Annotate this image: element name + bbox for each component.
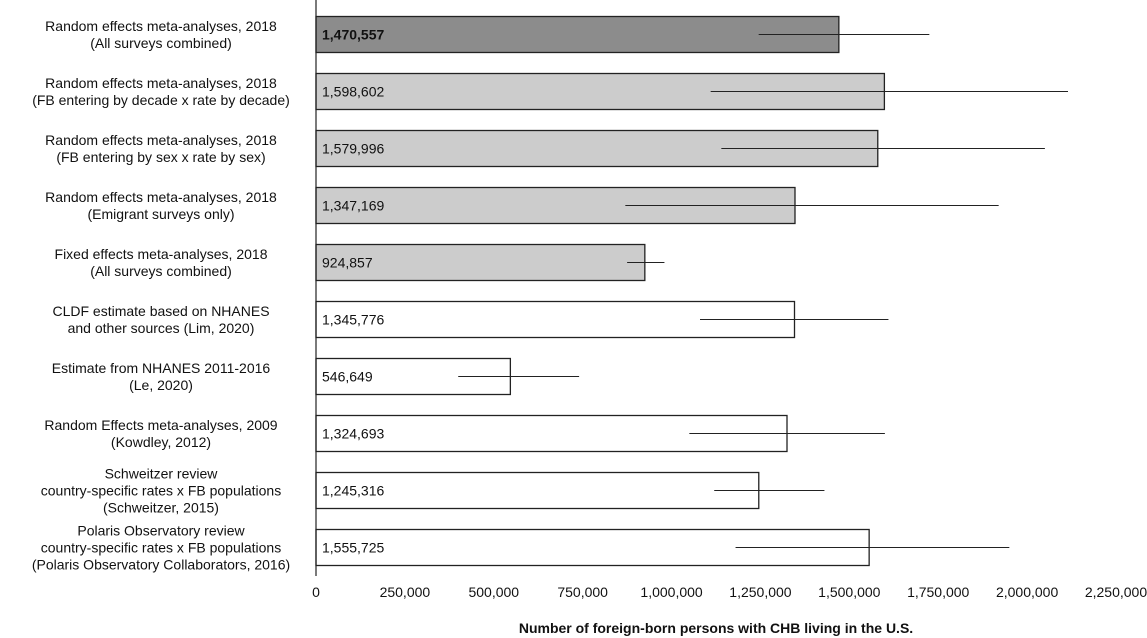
x-axis-ticks: 0 250,000 500,000 750,000 1,000,000 1,250,000… (312, 584, 1147, 600)
category-label-line: Schweitzer review (105, 466, 219, 482)
category-label-line: (FB entering by decade x rate by decade) (32, 92, 290, 108)
bar-1 (315, 15, 840, 54)
category-label-2: Random effects meta-analyses, 2018 (FB en… (32, 75, 290, 108)
value-label-10: 1,555,725 (322, 540, 384, 556)
category-label-line: Random effects meta-analyses, 2018 (45, 132, 277, 148)
category-label-line: (All surveys combined) (90, 35, 232, 51)
x-tick-label: 1,500,000 (818, 584, 880, 600)
category-label-line: (Schweitzer, 2015) (103, 500, 219, 516)
category-label-line: (Polaris Observatory Collaborators, 2016… (32, 557, 290, 573)
x-tick-label: 2,000,000 (996, 584, 1058, 600)
category-label-line: Random effects meta-analyses, 2018 (45, 189, 277, 205)
category-label-line: (Kowdley, 2012) (111, 434, 211, 450)
category-label-line: Estimate from NHANES 2011-2016 (52, 360, 271, 376)
category-label-line: and other sources (Lim, 2020) (68, 320, 255, 336)
category-labels: Random effects meta-analyses, 2018 (All s… (32, 18, 290, 573)
bar-9 (315, 471, 760, 510)
x-tick-label: 250,000 (380, 584, 431, 600)
category-label-line: Fixed effects meta-analyses, 2018 (55, 246, 268, 262)
value-label-4: 1,347,169 (322, 198, 384, 214)
category-label-line: Polaris Observatory review (77, 523, 245, 539)
category-label-line: (Le, 2020) (129, 377, 193, 393)
x-tick-label: 1,750,000 (907, 584, 969, 600)
category-label-4: Random effects meta-analyses, 2018 (Emigr… (45, 189, 277, 222)
category-label-line: Random Effects meta-analyses, 2009 (44, 417, 277, 433)
category-label-10: Polaris Observatory review country-specif… (32, 523, 290, 573)
category-label-9: Schweitzer review country-specific rates … (41, 466, 281, 516)
value-label-8: 1,324,693 (322, 426, 384, 442)
x-tick-label: 750,000 (557, 584, 608, 600)
category-label-line: country-specific rates x FB populations (41, 483, 281, 499)
value-label-7: 546,649 (322, 369, 373, 385)
x-tick-label: 1,250,000 (729, 584, 791, 600)
value-label-3: 1,579,996 (322, 141, 384, 157)
category-label-7: Estimate from NHANES 2011-2016 (Le, 2020) (52, 360, 271, 393)
value-label-1: 1,470,557 (322, 27, 384, 43)
category-label-line: (Emigrant surveys only) (87, 206, 234, 222)
category-label-line: country-specific rates x FB populations (41, 540, 281, 556)
value-label-6: 1,345,776 (322, 312, 384, 328)
x-axis-title: Number of foreign-born persons with CHB … (519, 620, 913, 636)
value-label-9: 1,245,316 (322, 483, 384, 499)
category-label-1: Random effects meta-analyses, 2018 (All s… (45, 18, 277, 51)
category-label-line: (All surveys combined) (90, 263, 232, 279)
x-tick-label: 0 (312, 584, 320, 600)
category-label-line: Random effects meta-analyses, 2018 (45, 75, 277, 91)
bars-layer: 1,470,557 1,598,602 1,579,996 1,347,169 924,… (315, 15, 1068, 567)
value-label-5: 924,857 (322, 255, 373, 271)
x-tick-label: 2,250,000 (1085, 584, 1147, 600)
category-label-line: Random effects meta-analyses, 2018 (45, 18, 277, 34)
category-label-line: (FB entering by sex x rate by sex) (56, 149, 265, 165)
category-label-3: Random effects meta-analyses, 2018 (FB en… (45, 132, 277, 165)
category-label-6: CLDF estimate based on NHANES and other s… (52, 303, 269, 336)
category-label-line: CLDF estimate based on NHANES (52, 303, 269, 319)
category-label-8: Random Effects meta-analyses, 2009 (Kowdl… (44, 417, 277, 450)
x-tick-label: 1,000,000 (640, 584, 702, 600)
value-label-2: 1,598,602 (322, 84, 384, 100)
x-tick-label: 500,000 (468, 584, 519, 600)
category-label-5: Fixed effects meta-analyses, 2018 (All su… (55, 246, 268, 279)
